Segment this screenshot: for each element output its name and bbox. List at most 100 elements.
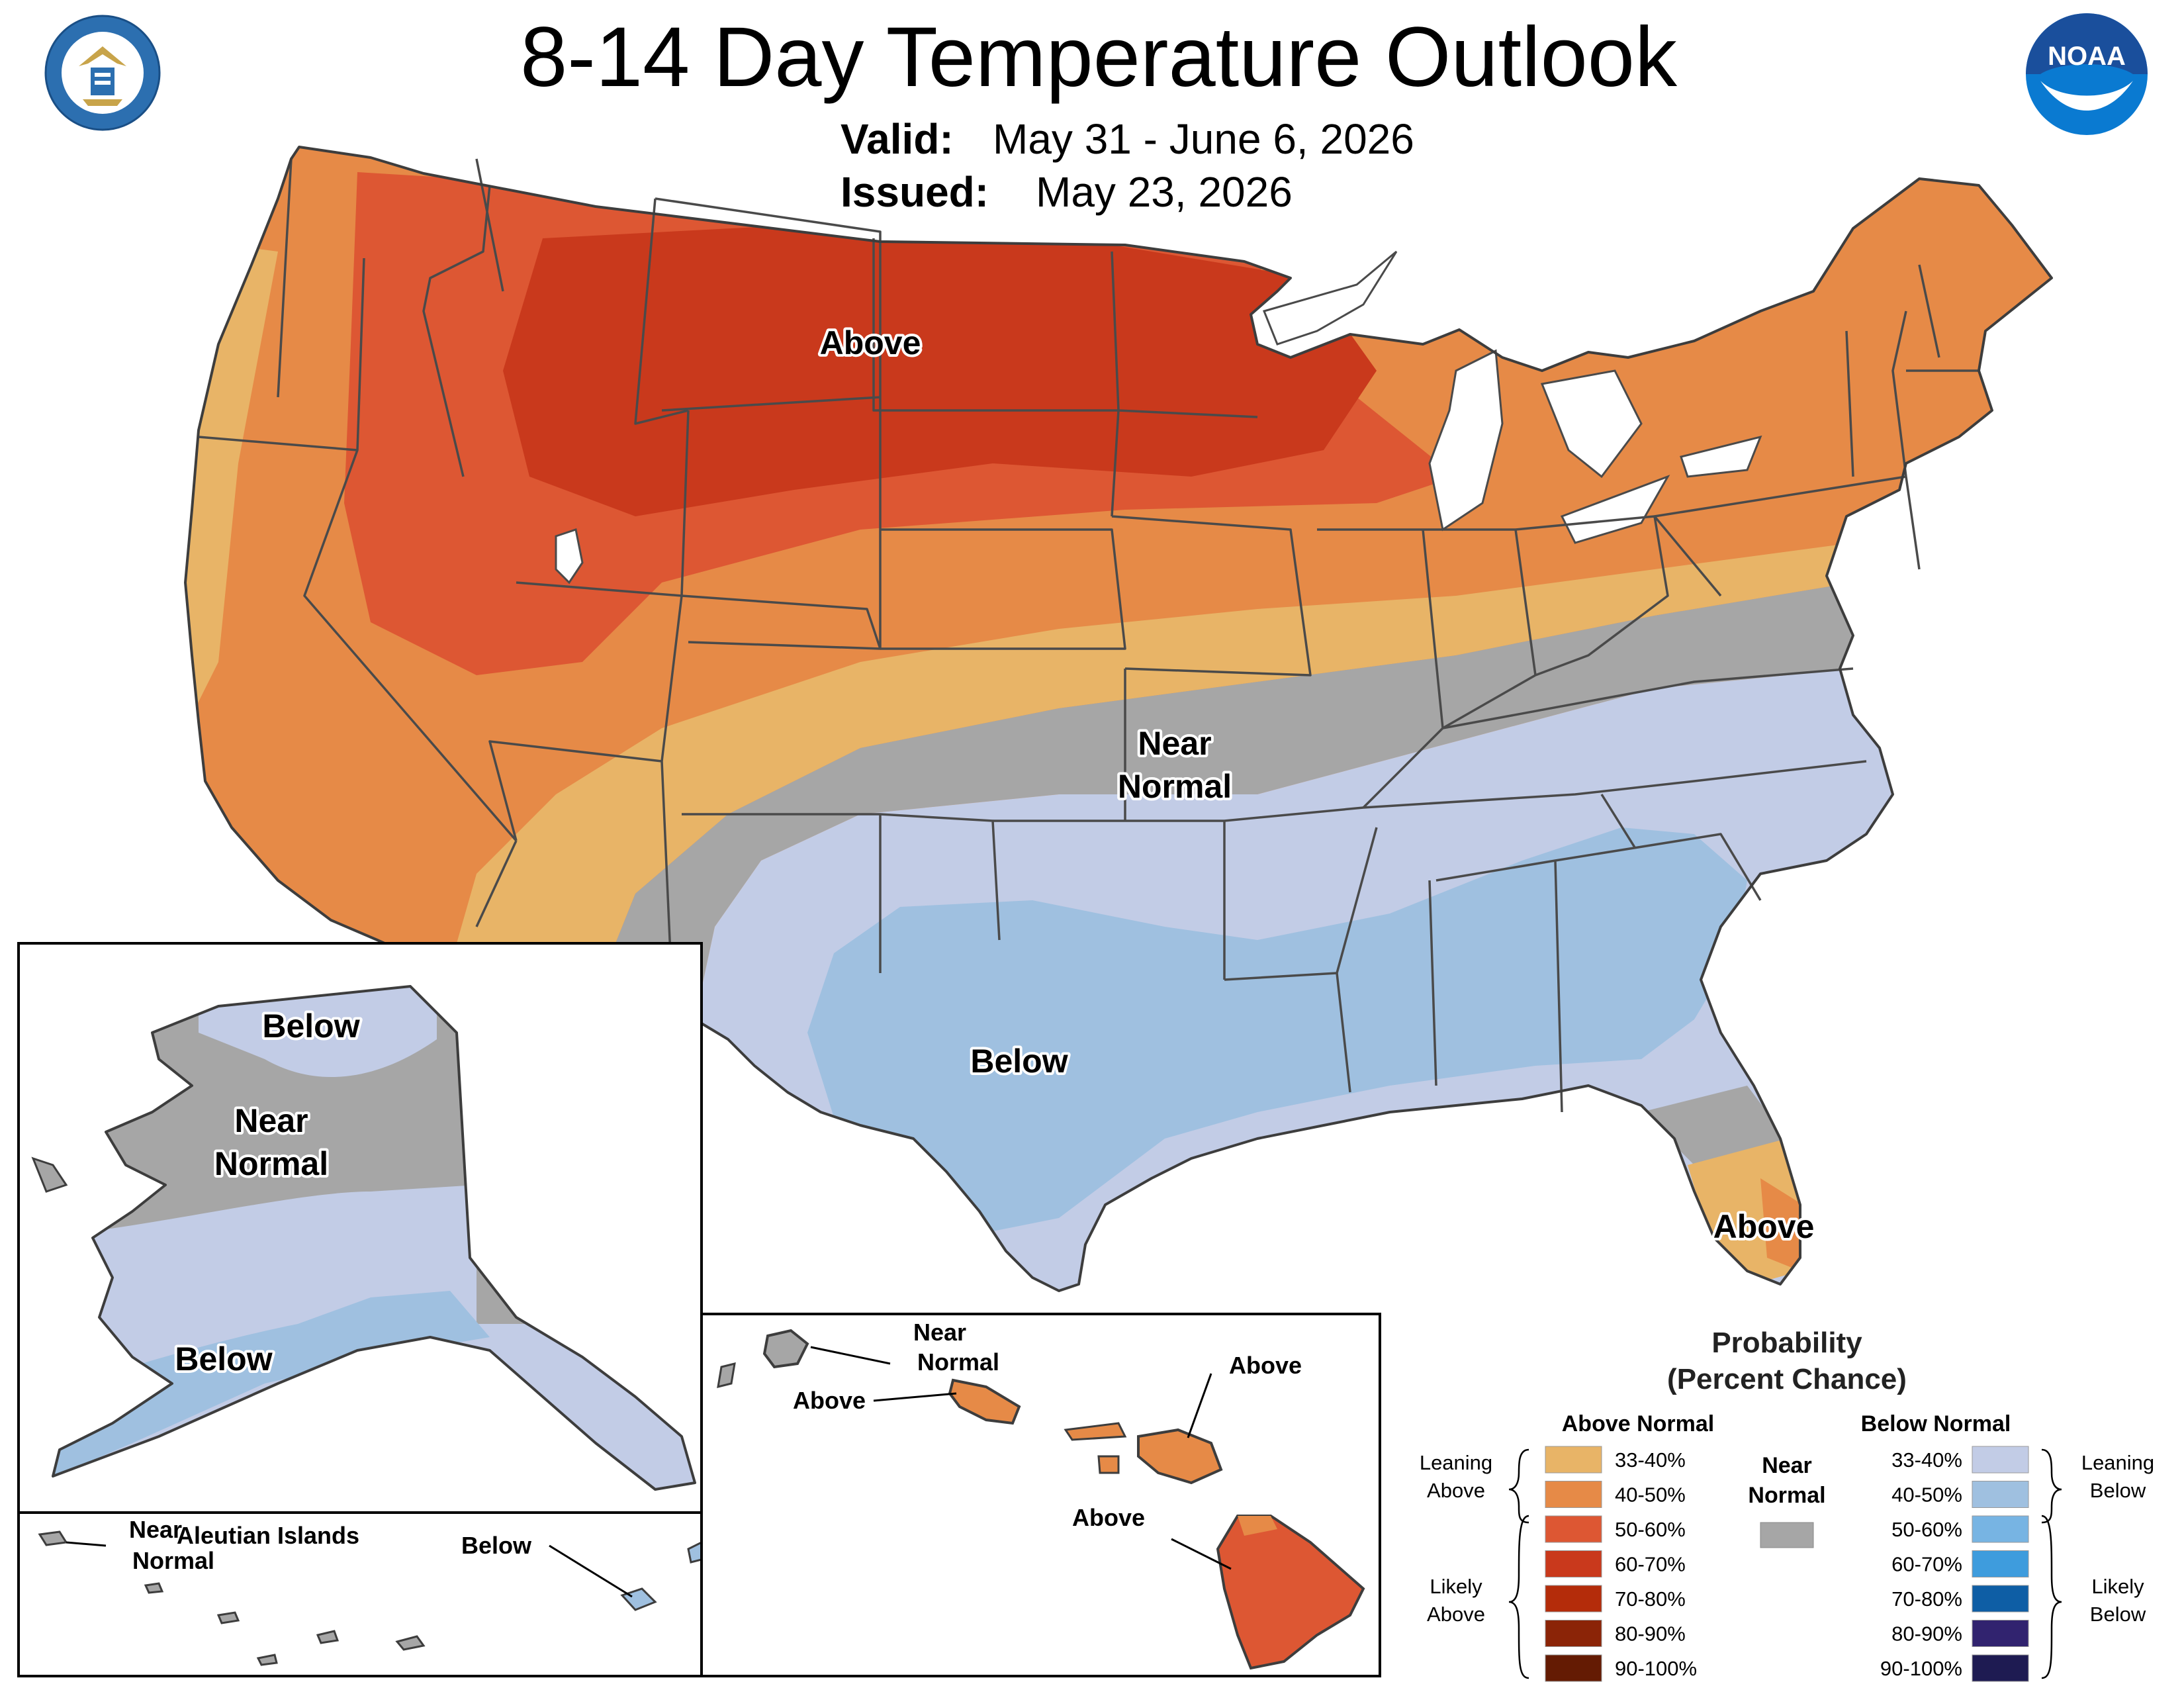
above-range-label-5: 80-90% <box>1615 1622 1686 1646</box>
above-normal-swatches: 33-40% 40-50% 50-60% 60-70% 70-80% 80-90% 90-1… <box>1545 1446 1697 1682</box>
molokai-island <box>1064 1422 1127 1441</box>
below-range-label-1: 40-50% <box>1891 1483 1962 1507</box>
aleutian-label-near-line1: Near <box>129 1516 182 1543</box>
lake-michigan <box>1428 349 1504 532</box>
aleutian-label-near-line2: Normal <box>132 1547 214 1574</box>
alaska-label-below-north: Below <box>262 1008 359 1045</box>
above-range-label-6: 90-100% <box>1615 1657 1697 1680</box>
conus-above-60-70-region <box>503 225 1377 516</box>
aleutian-title: Aleutian Islands <box>177 1522 359 1549</box>
commerce-seal-logo <box>44 15 161 131</box>
leaning-below-bracket <box>2041 1448 2062 1524</box>
below-swatch-6 <box>1972 1654 2029 1682</box>
above-swatch-0 <box>1545 1446 1602 1474</box>
alaska-label-near-line1: Near <box>234 1102 308 1139</box>
aleutian-below-leader <box>549 1544 633 1598</box>
aleutian-label-below: Below <box>461 1532 532 1559</box>
aleutian-near-leader <box>66 1541 107 1547</box>
big-island-leader <box>1171 1538 1232 1570</box>
hawaii-label-near-line2: Normal <box>917 1348 999 1376</box>
alaska-inset: Below Near Normal Below <box>17 942 703 1514</box>
hawaii-label-big-island: Above <box>1072 1504 1145 1531</box>
probability-legend: Probability (Percent Chance) Above Norma… <box>1420 1327 2154 1682</box>
noaa-logo: NOAA <box>2026 13 2148 135</box>
alaska-south-below-40-50-region <box>53 1291 490 1483</box>
conus-label-above-north: Above <box>820 324 921 361</box>
below-range-label-2: 50-60% <box>1891 1518 1962 1541</box>
legend-above-header: Above Normal <box>1562 1411 1715 1436</box>
lanai-island <box>1097 1455 1120 1474</box>
below-swatch-0 <box>1972 1446 2029 1474</box>
big-island <box>1216 1515 1365 1670</box>
conus-label-above-florida: Above <box>1713 1208 1815 1245</box>
conus-coast-above-33-40-region <box>185 238 278 728</box>
maui-island <box>1137 1428 1223 1485</box>
conus-below-40-50-region <box>807 827 1747 1231</box>
above-range-label-0: 33-40% <box>1615 1448 1686 1472</box>
legend-leaning-below-line2: Below <box>2090 1479 2146 1502</box>
header: 8-14 Day Temperature Outlook Valid: May … <box>520 10 1678 216</box>
hawaii-label-maui: Above <box>1229 1352 1302 1379</box>
lake-superior <box>1262 250 1398 346</box>
above-range-label-3: 60-70% <box>1615 1553 1686 1576</box>
legend-near-line1: Near <box>1762 1453 1812 1478</box>
big-island-north-tip <box>1238 1516 1277 1536</box>
aleutian-inset-frame <box>17 1511 703 1677</box>
noaa-logo-text: NOAA <box>2048 42 2126 71</box>
hawaii-label-oahu: Above <box>793 1387 866 1414</box>
conus-label-near-line1: Near <box>1138 725 1211 762</box>
above-range-label-4: 70-80% <box>1615 1587 1686 1611</box>
kauai-leader <box>810 1346 891 1365</box>
alaska-coastline <box>52 985 696 1491</box>
below-range-label-3: 60-70% <box>1891 1553 1962 1576</box>
legend-leaning-above-line1: Leaning <box>1420 1451 1492 1474</box>
conus-label-below: Below <box>970 1043 1068 1080</box>
niihau-island <box>717 1362 736 1389</box>
below-swatch-5 <box>1972 1620 2029 1647</box>
conus-near-normal-band <box>596 569 1985 1019</box>
legend-likely-above-line2: Above <box>1427 1603 1485 1626</box>
legend-near-normal-swatch <box>1760 1522 1814 1548</box>
below-swatch-4 <box>1972 1585 2029 1613</box>
lake-huron <box>1540 369 1643 479</box>
below-swatch-3 <box>1972 1550 2029 1577</box>
above-swatch-6 <box>1545 1654 1602 1682</box>
above-swatch-3 <box>1545 1550 1602 1577</box>
oahu-leader <box>873 1392 957 1402</box>
below-range-label-5: 80-90% <box>1891 1622 1962 1646</box>
conus-label-near-line2: Normal <box>1118 768 1232 805</box>
above-range-label-2: 50-60% <box>1615 1518 1686 1541</box>
legend-leaning-below-line1: Leaning <box>2081 1451 2154 1474</box>
legend-leaning-above-line2: Above <box>1427 1479 1485 1502</box>
valid-dates: May 31 - June 6, 2026 <box>993 115 1414 163</box>
legend-title-line1: Probability <box>1711 1327 1862 1359</box>
below-range-label-4: 70-80% <box>1891 1587 1962 1611</box>
below-range-label-6: 90-100% <box>1880 1657 1962 1680</box>
great-salt-lake <box>555 528 584 585</box>
above-swatch-2 <box>1545 1515 1602 1543</box>
below-normal-swatches: 33-40% 40-50% 50-60% 60-70% 70-80% 80-90% 90-1… <box>1880 1446 2029 1682</box>
likely-below-bracket <box>2041 1515 2062 1679</box>
below-swatch-1 <box>1972 1481 2029 1508</box>
below-range-label-0: 33-40% <box>1891 1448 1962 1472</box>
state-boundaries <box>198 158 1979 1113</box>
lake-erie <box>1560 475 1670 544</box>
legend-near-line2: Normal <box>1748 1483 1825 1508</box>
alaska-island-west <box>31 1156 68 1193</box>
oahu-island <box>948 1378 1021 1425</box>
above-swatch-4 <box>1545 1585 1602 1613</box>
kauai-island <box>762 1329 809 1369</box>
issued-label: Issued: <box>841 168 989 216</box>
above-swatch-1 <box>1545 1481 1602 1508</box>
legend-title-line2: (Percent Chance) <box>1667 1363 1907 1395</box>
legend-likely-below-line2: Below <box>2090 1603 2146 1626</box>
legend-likely-above-line1: Likely <box>1430 1575 1482 1598</box>
legend-below-header: Below Normal <box>1861 1411 2011 1436</box>
above-swatch-5 <box>1545 1620 1602 1647</box>
below-swatch-2 <box>1972 1515 2029 1543</box>
aleutian-inset: Aleutian Islands Near Normal Below <box>17 1511 703 1677</box>
likely-above-bracket <box>1508 1515 1529 1679</box>
lake-ontario <box>1680 435 1762 478</box>
alaska-label-near-line2: Normal <box>214 1145 328 1182</box>
